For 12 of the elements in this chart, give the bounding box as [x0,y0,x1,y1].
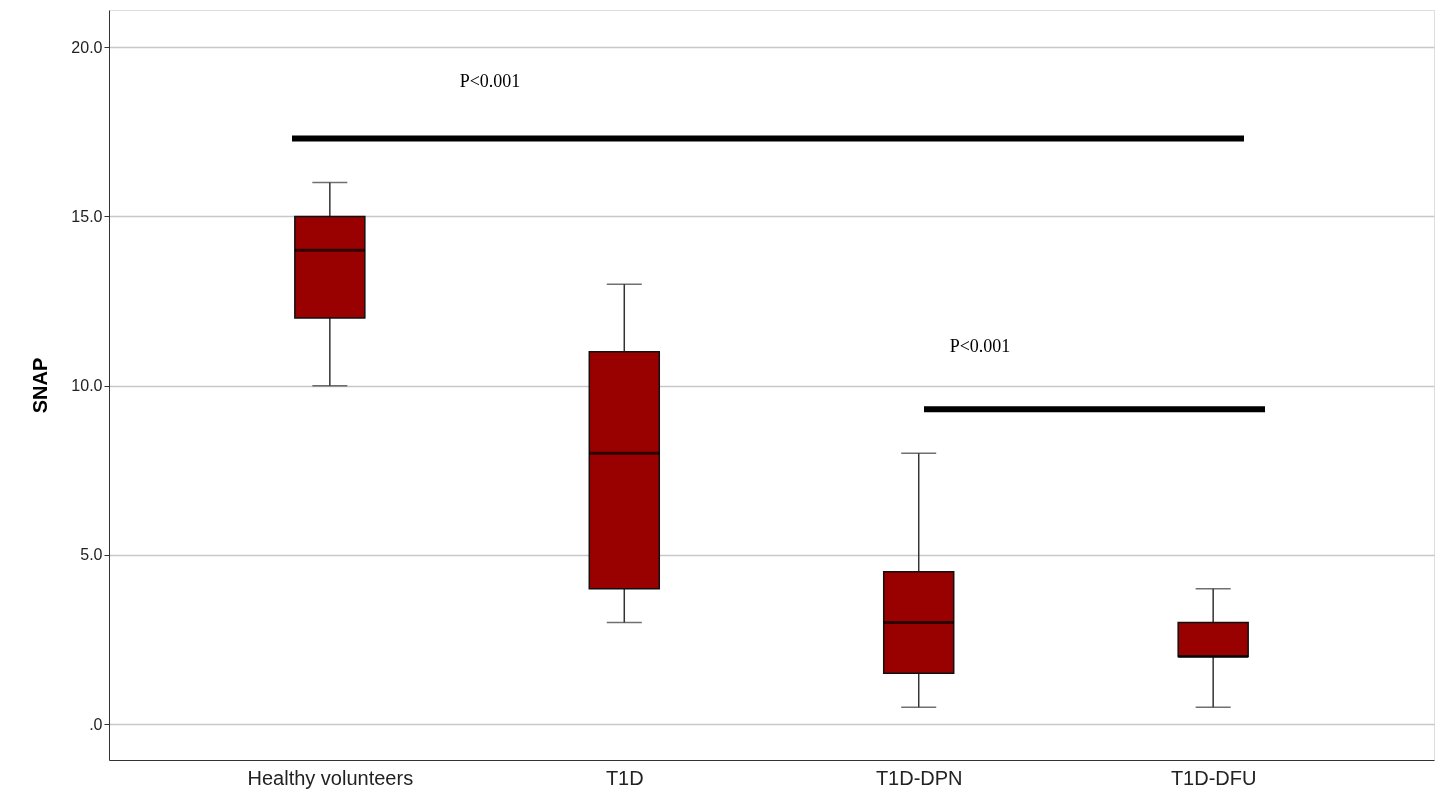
y-tick-label: 20.0 [71,38,103,56]
y-tick-label: .0 [89,715,103,733]
y-tick-label: 10.0 [71,377,103,395]
y-tick-label: 15.0 [71,207,103,225]
x-tick-label: T1D-DPN [875,766,963,789]
ref-line-label: P<0.001 [459,70,521,91]
ref-line-label: P<0.001 [949,336,1011,357]
x-tick-label: Healthy volunteers [247,766,414,789]
x-tick-label: T1D-DFU [1170,766,1257,789]
y-axis-title: SNAP [29,357,52,414]
x-tick-label: T1D [605,766,644,789]
y-tick-label: 5.0 [80,546,103,564]
